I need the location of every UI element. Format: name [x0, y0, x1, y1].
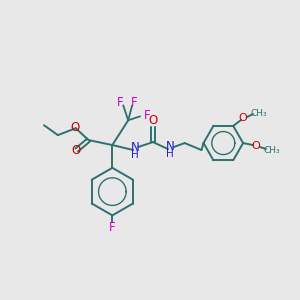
Text: O: O [70, 121, 79, 134]
Text: CH₃: CH₃ [263, 146, 280, 154]
Text: O: O [239, 113, 248, 123]
Text: F: F [144, 109, 150, 122]
Text: O: O [252, 141, 260, 151]
Text: F: F [117, 96, 124, 109]
Text: H: H [166, 149, 174, 159]
Text: N: N [165, 140, 174, 152]
Text: CH₃: CH₃ [251, 109, 267, 118]
Text: F: F [131, 96, 137, 109]
Text: H: H [131, 150, 139, 160]
Text: F: F [109, 221, 116, 234]
Text: N: N [131, 140, 140, 154]
Text: O: O [148, 114, 158, 127]
Text: O: O [71, 143, 80, 157]
